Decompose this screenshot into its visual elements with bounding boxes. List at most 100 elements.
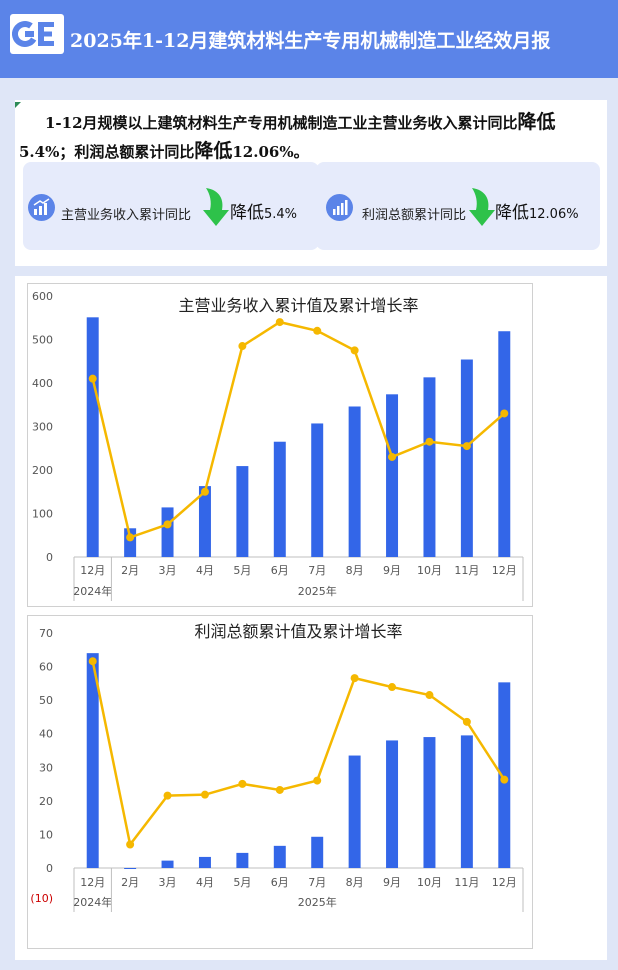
x-tick-label: 9月 <box>383 564 401 577</box>
year-group-label: 2024年 <box>73 584 112 598</box>
x-tick-label: 9月 <box>383 876 401 889</box>
y-left-tick-label: 10 <box>39 828 53 841</box>
x-tick-label: 12月 <box>492 876 517 889</box>
bar <box>124 868 137 870</box>
summary-text: 1-12月规模以上建筑材料生产专用机械制造工业主营业务收入累计同比降低5.4%；… <box>19 108 603 166</box>
y-left-tick-label: 40 <box>39 728 53 741</box>
x-tick-label: 6月 <box>271 876 289 889</box>
y-left-tick-label: 0 <box>46 862 53 875</box>
kpi-number: 12.06% <box>529 207 579 222</box>
growth-rate-point <box>126 840 135 849</box>
summary-part2: 降低 <box>517 111 556 133</box>
bar <box>236 852 249 868</box>
kpi-direction: 降低 <box>495 203 529 223</box>
bar <box>236 466 249 557</box>
x-tick-label: 10月 <box>417 564 442 577</box>
bar <box>311 423 324 557</box>
bar <box>273 845 286 868</box>
bar <box>86 317 99 557</box>
growth-rate-point <box>425 437 434 446</box>
kpi-label: 主营业务收入累计同比 <box>61 208 192 223</box>
y-left-tick-label: 60 <box>39 661 53 674</box>
x-tick-label: 8月 <box>346 876 364 889</box>
y-left-tick-label: 200 <box>32 464 53 477</box>
kpi-value: 降低5.4% <box>230 198 297 223</box>
growth-rate-point <box>388 452 397 461</box>
bar <box>348 406 361 557</box>
header-bar: 2025年1-12月建筑材料生产专用机械制造工业经效月报 <box>0 0 618 78</box>
growth-rate-point <box>388 683 397 692</box>
growth-rate-point <box>350 346 359 355</box>
bar <box>460 735 473 868</box>
x-tick-label: 12月 <box>80 876 105 889</box>
x-tick-label: 7月 <box>308 876 326 889</box>
revenue-chart: 主营业务收入累计值及累计增长率0100200300400500600-12%-1… <box>32 290 579 601</box>
bar <box>423 737 436 868</box>
page-title: 2025年1-12月建筑材料生产专用机械制造工业经效月报 <box>70 30 551 52</box>
growth-rate-line <box>91 320 506 540</box>
kpi-label: 利润总额累计同比 <box>362 208 467 223</box>
y-left-tick-label: 600 <box>32 290 53 303</box>
x-tick-label: 4月 <box>196 876 214 889</box>
growth-rate-line <box>91 660 506 848</box>
bar <box>86 653 99 868</box>
chart-frame-revenue: 主营业务收入累计值及累计增长率0100200300400500600-12%-1… <box>27 283 579 607</box>
y-left-tick-label: 500 <box>32 334 53 347</box>
bar <box>498 331 511 557</box>
bar <box>498 682 511 868</box>
bar <box>386 740 399 868</box>
year-group-label: 2025年 <box>298 895 337 909</box>
y-left-tick-label: 300 <box>32 421 53 434</box>
bar <box>460 359 473 557</box>
growth-rate-point <box>275 318 284 327</box>
growth-rate-point <box>462 717 471 726</box>
summary-part5: 12.06%。 <box>232 143 309 161</box>
bar <box>311 836 324 868</box>
x-tick-label: 12月 <box>492 564 517 577</box>
chart-title: 主营业务收入累计值及累计增长率 <box>178 296 418 315</box>
growth-rate-point <box>88 374 97 383</box>
y-left-tick-label: 100 <box>32 508 53 521</box>
bar <box>273 441 286 557</box>
bar <box>198 486 211 557</box>
y-left-tick-label: 50 <box>39 694 53 707</box>
growth-rate-point <box>126 533 135 542</box>
growth-rate-point <box>500 775 509 784</box>
y-left-tick-label: 400 <box>32 377 53 390</box>
x-tick-label: 6月 <box>271 564 289 577</box>
x-tick-label: 3月 <box>159 564 177 577</box>
x-tick-label: 7月 <box>308 564 326 577</box>
negative-value-label: (10) <box>30 892 53 905</box>
logo-icon <box>12 21 54 47</box>
growth-rate-point <box>163 791 172 800</box>
growth-rate-point <box>163 520 172 529</box>
summary-part1: 1-12月规模以上建筑材料生产专用机械制造工业主营业务收入累计同比 <box>45 114 518 132</box>
kpi-direction: 降低 <box>230 203 264 223</box>
down-arrow-icon <box>198 186 232 232</box>
growth-rate-point <box>500 409 509 418</box>
y-left-tick-label: 0 <box>46 551 53 564</box>
kpi-card-profit: 利润总额累计同比 降低12.06% <box>316 162 600 250</box>
y-left-tick-label: 20 <box>39 795 53 808</box>
growth-rate-point <box>88 657 97 666</box>
logo <box>10 14 64 54</box>
chart-frame-profit: 利润总额累计值及累计增长率010203040506070-200%-150%-1… <box>27 615 586 949</box>
x-tick-label: 4月 <box>196 564 214 577</box>
x-tick-label: 8月 <box>346 564 364 577</box>
corner-mark-icon <box>15 102 21 108</box>
year-group-label: 2025年 <box>298 584 337 598</box>
profit-chart: 利润总额累计值及累计增长率010203040506070-200%-150%-1… <box>30 622 586 912</box>
kpi-number: 5.4% <box>264 207 298 222</box>
kpi-card-revenue: 主营业务收入累计同比 降低5.4% <box>23 162 319 250</box>
growth-rate-point <box>313 326 322 335</box>
profit-chart-icon <box>326 194 353 221</box>
growth-rate-point <box>350 674 359 683</box>
bar <box>348 755 361 868</box>
year-group-label: 2024年 <box>73 895 112 909</box>
x-tick-label: 10月 <box>417 876 442 889</box>
growth-rate-point <box>238 342 247 351</box>
x-tick-label: 12月 <box>80 564 105 577</box>
x-tick-label: 2月 <box>121 876 139 889</box>
kpi-value: 降低12.06% <box>495 198 579 223</box>
bar <box>386 394 399 557</box>
